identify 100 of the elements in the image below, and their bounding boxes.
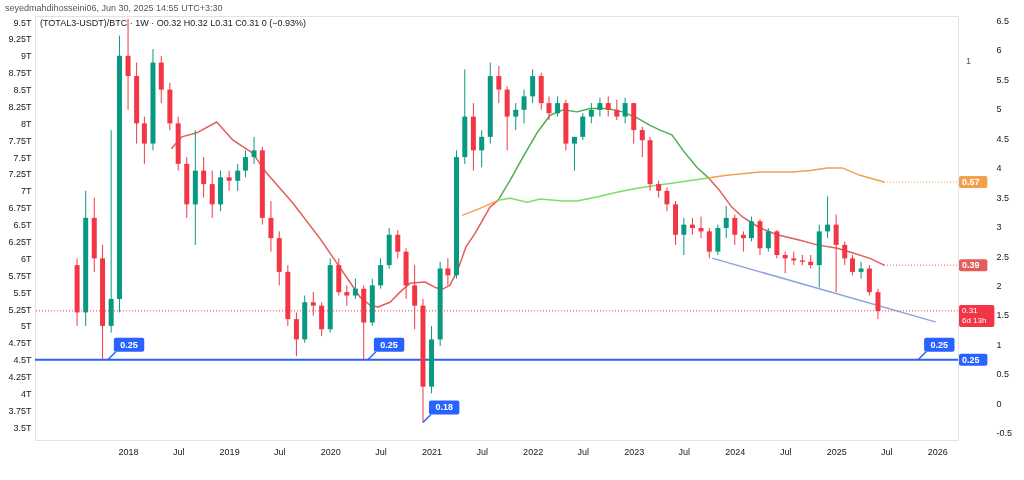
y-tick-label: 3.75T [8, 405, 32, 416]
x-tick-label: 2025 [826, 446, 847, 457]
candlestick [748, 216, 754, 242]
x-tick-label: Jul [172, 446, 185, 457]
candlestick [866, 264, 872, 297]
candlestick [622, 97, 628, 124]
x-tick-label: 2023 [624, 446, 645, 457]
candlestick [293, 311, 299, 357]
annotation: 0.39 [962, 260, 980, 271]
x-tick-label: 2019 [219, 446, 240, 457]
candlestick [513, 102, 519, 131]
candlestick [664, 186, 670, 212]
line-series [497, 177, 709, 204]
y2-tick-label: 1.5 [996, 310, 1010, 321]
x-tick-label: Jul [678, 446, 691, 457]
candlestick [521, 89, 527, 124]
y2-tick-label: 4.5 [996, 133, 1010, 144]
y-tick-label: 8.5T [13, 85, 32, 96]
candlestick [530, 68, 536, 104]
y2-tick-label: 4 [996, 163, 1002, 174]
x-tick-label: Jul [881, 446, 893, 457]
candlestick [226, 170, 232, 192]
y-tick-label: 8.75T [8, 68, 32, 79]
candlestick [201, 156, 207, 199]
x-tick-label: 2026 [927, 446, 948, 457]
x-tick-label: Jul [779, 446, 792, 457]
candlestick [571, 136, 577, 172]
y-tick-label: 6T [20, 253, 32, 264]
y-tick-label: 4.5T [13, 355, 32, 366]
y-tick-label: 7.25T [8, 169, 32, 180]
x-tick-label: 2021 [422, 446, 443, 457]
y2-tick-label: 0 [996, 398, 1002, 409]
candlestick [242, 149, 248, 178]
x-tick-label: 2024 [725, 446, 746, 457]
y-tick-label: 6.75T [8, 203, 32, 214]
candlestick [555, 95, 561, 118]
y-tick-label: 7.75T [8, 135, 32, 146]
annotation: 0.25 [962, 354, 980, 365]
candlestick [235, 163, 241, 192]
candlestick [605, 95, 611, 118]
candlestick [765, 227, 771, 253]
y-tick-label: 5T [20, 321, 32, 332]
candlestick [378, 257, 384, 290]
y2-tick-label: 1 [996, 339, 1002, 350]
y-tick-label: 5.5T [13, 287, 32, 298]
candlestick [479, 129, 485, 168]
y-tick-label: 7.5T [13, 152, 32, 163]
candlestick [833, 214, 839, 293]
x-tick-label: 2018 [118, 446, 139, 457]
candlestick [597, 97, 603, 118]
y-tick-label: 9.25T [8, 34, 32, 45]
candlestick [268, 200, 274, 253]
y2-tick-label: -0.5 [996, 428, 1013, 439]
candlestick [842, 241, 848, 266]
y-tick-label: 5.75T [8, 270, 32, 281]
y-tick-label: 4.25T [8, 372, 32, 383]
y2-tick-label: 3 [996, 222, 1002, 233]
y2-tick-label: 2 [996, 281, 1002, 291]
candlestick [732, 214, 738, 246]
candlestick [352, 278, 358, 300]
y2-tick-label: 5 [996, 104, 1002, 115]
y-tick-label: 6.5T [13, 220, 32, 231]
candlestick [580, 112, 586, 141]
candlestick [706, 227, 712, 259]
annotation: 0.57 [962, 177, 980, 188]
y2-tick-label: 2.5 [996, 251, 1010, 262]
x-tick-label: Jul [273, 446, 286, 457]
y2-tick-label: 0.5 [996, 369, 1010, 380]
annotation: 0.31 6d 13h [962, 306, 987, 326]
y-tick-label: 7T [20, 186, 32, 197]
y-tick-label: 9T [20, 51, 32, 62]
candlestick [546, 95, 552, 121]
annotation: 0.18 [435, 402, 453, 413]
text: 1 [966, 56, 972, 66]
candlestick [344, 284, 350, 307]
chart-title: seyedmahdihosseini06, Jun 30, 2025 14:55 UTC+3:30 [5, 3, 223, 13]
x-tick-label: Jul [577, 446, 590, 457]
y-tick-label: 6.25T [8, 237, 32, 247]
y2-tick-label: 6.5 [996, 15, 1010, 26]
candlestick [681, 217, 687, 256]
candlestick [715, 224, 721, 256]
y2-tick-label: 6 [996, 45, 1002, 56]
annotation: 0.25 [930, 339, 949, 350]
candlestick [723, 205, 729, 239]
y-tick-label: 3.5T [13, 422, 32, 433]
candlestick [395, 229, 401, 259]
x-tick-label: 2022 [523, 446, 544, 457]
candlestick [251, 136, 257, 165]
x-tick-label: 2020 [320, 446, 341, 457]
y-tick-label: 9.5T [13, 17, 32, 28]
annotation: 0.25 [120, 339, 138, 350]
y-tick-label: 5.25T [8, 304, 32, 315]
candlestick [774, 229, 780, 259]
y-tick-label: 8T [20, 118, 32, 129]
candlestick [125, 18, 131, 111]
x-tick-label: Jul [476, 446, 488, 457]
y2-tick-label: 3.5 [996, 192, 1010, 203]
candlestick [849, 254, 855, 276]
annotation: 0.25 [380, 339, 398, 350]
y-tick-label: 8.25T [8, 101, 32, 112]
